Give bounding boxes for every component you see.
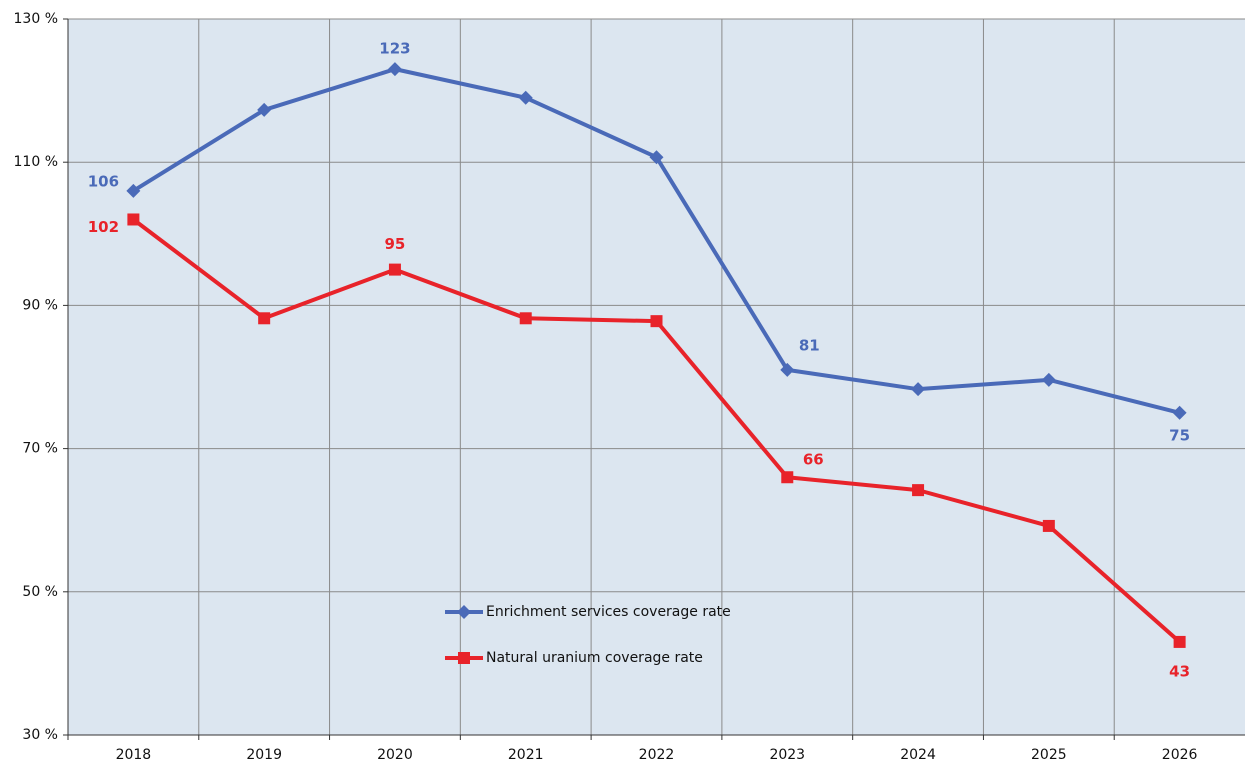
data-point [387,62,402,77]
x-tick-label: 2026 [1162,747,1198,763]
legend-marker [458,652,470,664]
legend-label: Enrichment services coverage rate [486,604,731,620]
data-point [649,150,664,165]
plot-area [68,19,1245,735]
data-point [912,484,925,497]
data-point [257,102,272,117]
y-tick-label: 70 % [22,441,58,457]
data-label: 106 [88,172,119,190]
y-tick-label: 90 % [22,297,58,313]
legend-marker [457,605,471,619]
data-point [388,263,401,276]
data-label: 95 [385,235,406,253]
y-tick-label: 110 % [14,154,58,170]
x-tick-label: 2025 [1031,747,1067,763]
x-tick-label: 2024 [900,747,936,763]
x-tick-label: 2021 [508,747,544,763]
data-point [1172,405,1187,420]
data-point [1173,635,1186,648]
data-point [1042,519,1055,532]
x-tick-label: 2023 [769,747,805,763]
data-point [911,382,926,397]
data-label: 123 [379,40,410,58]
data-point [1041,372,1056,387]
data-point [781,471,794,484]
data-label: 81 [799,336,820,354]
data-label: 66 [803,451,824,469]
data-point [126,183,141,198]
data-point [650,315,663,328]
data-point [258,312,271,325]
y-tick-label: 30 % [22,727,58,743]
data-point [780,362,795,377]
data-label: 43 [1169,662,1190,680]
data-label: 102 [88,218,119,236]
x-tick-label: 2019 [246,747,282,763]
x-tick-label: 2022 [639,747,675,763]
legend-label: Natural uranium coverage rate [486,650,703,666]
y-tick-label: 130 % [14,11,58,27]
data-point [127,213,140,226]
y-tick-label: 50 % [22,584,58,600]
data-label: 75 [1169,426,1190,444]
data-point [519,312,532,325]
x-tick-label: 2020 [377,747,413,763]
x-tick-label: 2018 [116,747,152,763]
data-point [518,90,533,105]
